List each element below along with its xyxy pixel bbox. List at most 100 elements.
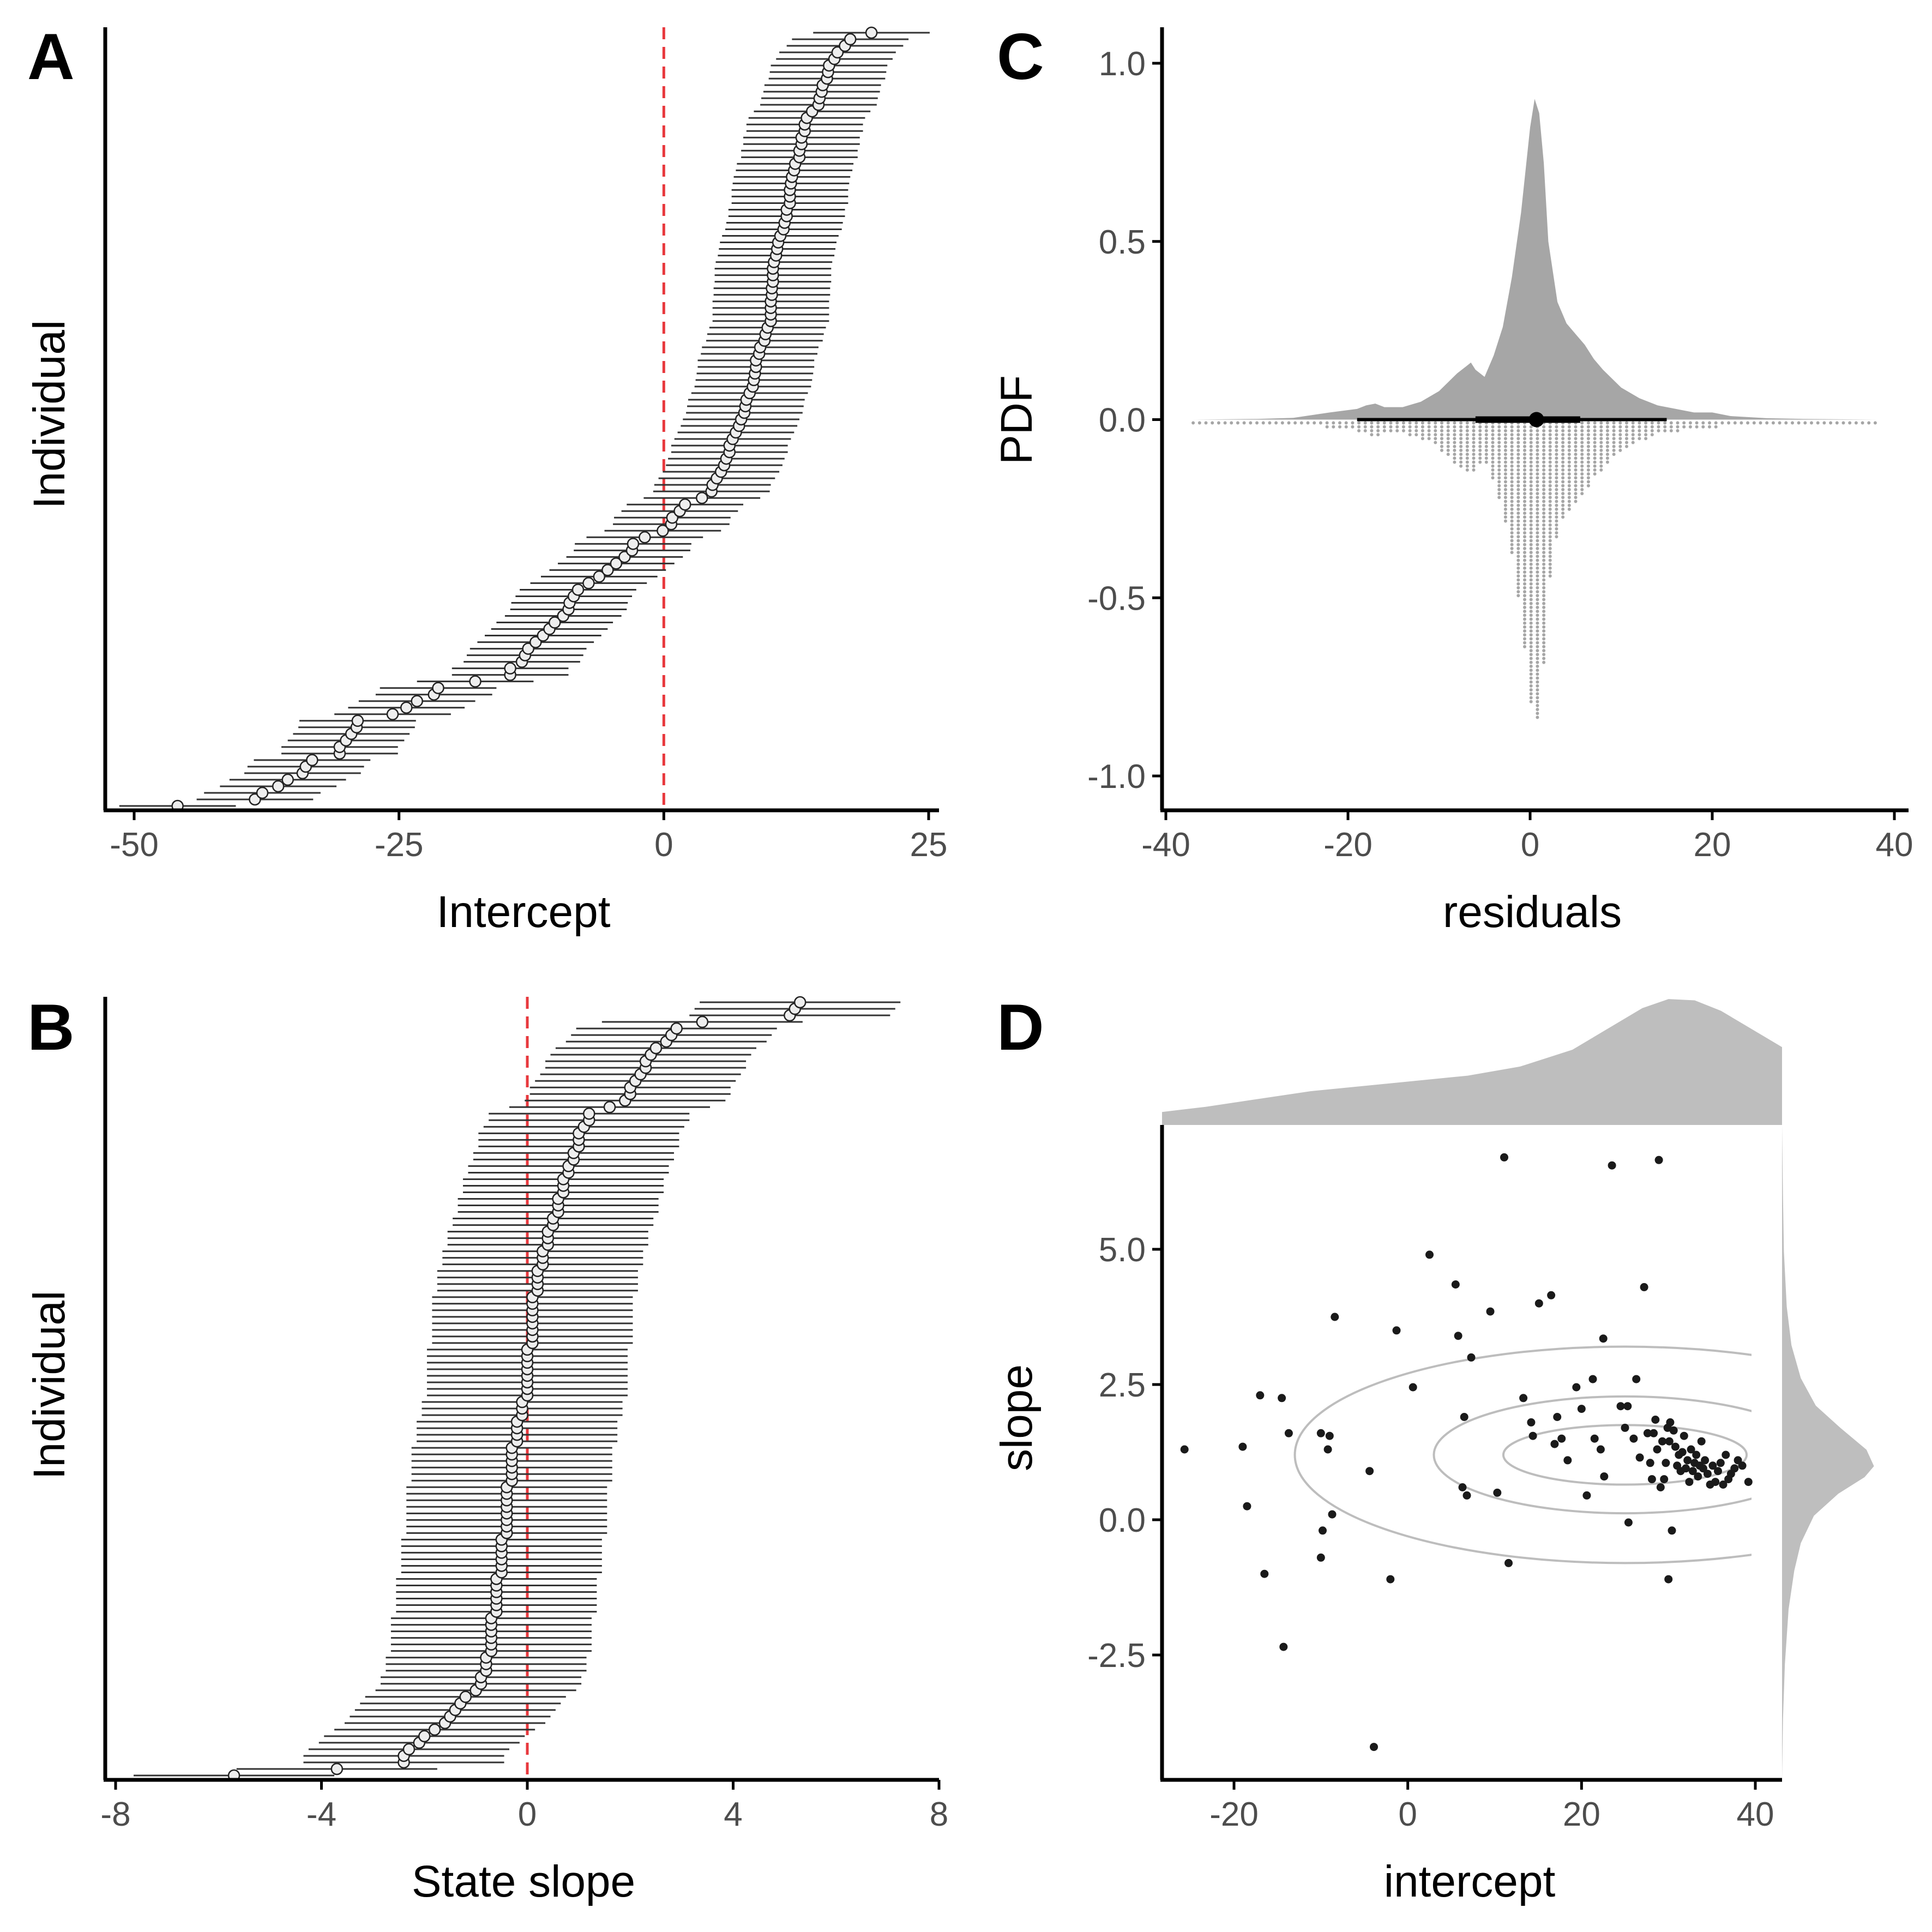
panel-c-residual-dot bbox=[1510, 511, 1514, 515]
panel-a-x-axis-title: Intercept bbox=[436, 887, 610, 937]
panel-c-residual-dot bbox=[1325, 425, 1329, 429]
panel-c-residual-dot bbox=[1567, 487, 1571, 491]
panel-c-residual-dot bbox=[1370, 429, 1374, 432]
panel-c-residual-dot bbox=[1516, 586, 1520, 589]
panel-c-residual-dot bbox=[1516, 515, 1520, 519]
panel-c-residual-dot bbox=[1484, 425, 1488, 429]
panel-c-residual-dot bbox=[1536, 700, 1539, 703]
panel-d-scatter-point bbox=[1730, 1464, 1739, 1473]
panel-c-residual-dot bbox=[1586, 421, 1590, 425]
panel-c-residual-dot bbox=[1599, 464, 1603, 468]
panel-d-scatter-point bbox=[1328, 1510, 1337, 1519]
panel-c-residual-dot bbox=[1453, 433, 1456, 437]
panel-c-residual-dot bbox=[1497, 425, 1501, 429]
panel-c-residual-dot bbox=[1434, 437, 1437, 441]
panel-c-residual-dot bbox=[1555, 433, 1558, 437]
panel-c-residual-dot bbox=[1657, 421, 1660, 425]
panel-c-residual-dot bbox=[1644, 429, 1648, 432]
panel-c-residual-dot bbox=[1446, 444, 1450, 448]
panel-c-residual-dot bbox=[1484, 448, 1488, 452]
panel-d-scatter-point bbox=[1500, 1153, 1508, 1161]
panel-d-y-axis-title: slope bbox=[992, 1364, 1042, 1471]
panel-c-residual-dot bbox=[1459, 456, 1463, 460]
panel-c-residual-dot bbox=[1523, 574, 1526, 578]
panel-c-residual-dot bbox=[1408, 429, 1412, 432]
panel-a-estimate-point bbox=[627, 538, 640, 550]
panel-c-residual-dot bbox=[1542, 456, 1546, 460]
panel-b-marks bbox=[134, 996, 901, 1782]
panel-a-estimate-point bbox=[678, 498, 691, 511]
panel-c-residual-dot bbox=[1516, 425, 1520, 429]
panel-c-residual-dot bbox=[1510, 499, 1514, 503]
panel-c-residual-dot bbox=[1523, 441, 1526, 444]
panel-c-residual-dot bbox=[1542, 617, 1546, 621]
panel-label-d: D bbox=[997, 991, 1044, 1064]
panel-c-residual-dot bbox=[1453, 448, 1456, 452]
panel-c-residual-dot bbox=[1497, 448, 1501, 452]
panel-d-scatter-point bbox=[1590, 1434, 1599, 1443]
panel-c-residual-dot bbox=[1561, 453, 1565, 456]
panel-d-x-tick-label: 40 bbox=[1737, 1796, 1774, 1833]
panel-d-scatter-point bbox=[1680, 1431, 1688, 1440]
panel-c-residual-dot bbox=[1688, 421, 1692, 425]
panel-c-residual-dot bbox=[1497, 429, 1501, 432]
panel-c-residual-dot bbox=[1542, 523, 1546, 527]
panel-d-scatter-point bbox=[1654, 1155, 1663, 1164]
panel-c-residual-dot bbox=[1529, 527, 1533, 531]
panel-c-residual-dot bbox=[1555, 429, 1558, 432]
panel-d-scatter-point bbox=[1572, 1383, 1581, 1392]
panel-c-residual-dot bbox=[1586, 453, 1590, 456]
panel-c-residual-dot bbox=[1478, 460, 1482, 464]
panel-c-residual-dot bbox=[1376, 429, 1380, 432]
panel-c-residual-dot bbox=[1567, 503, 1571, 507]
panel-a-estimate-point bbox=[601, 564, 614, 576]
panel-d-scatter-point bbox=[1623, 1402, 1632, 1411]
panel-c-residual-dot bbox=[1503, 476, 1507, 480]
panel-c-residual-dot bbox=[1536, 676, 1539, 680]
panel-c-residual-dot bbox=[1529, 499, 1533, 503]
panel-c-y-tick-label: -0.5 bbox=[1087, 580, 1146, 617]
panel-c-residual-dot bbox=[1523, 543, 1526, 546]
panel-b-x-tick-label: -4 bbox=[306, 1796, 336, 1833]
panel-c-residual-dot bbox=[1363, 429, 1367, 432]
panel-c-residual-dot bbox=[1415, 429, 1418, 432]
panel-c-residual-dot bbox=[1612, 453, 1616, 456]
panel-c-residual-dot bbox=[1555, 511, 1558, 515]
panel-c-residual-dot bbox=[1599, 468, 1603, 472]
panel-c-residual-dot bbox=[1491, 453, 1495, 456]
panel-c-residual-dot bbox=[1676, 425, 1680, 429]
panel-c-residual-dot bbox=[1605, 421, 1609, 425]
panel-d-scatter-point bbox=[1656, 1483, 1665, 1491]
panel-c-residual-dot bbox=[1829, 421, 1833, 425]
panel-c-residual-dot bbox=[1523, 527, 1526, 531]
panel-c-residual-dot bbox=[1529, 511, 1533, 515]
panel-c-residual-dot bbox=[1478, 441, 1482, 444]
panel-c-residual-dot bbox=[1567, 464, 1571, 468]
panel-c-residual-dot bbox=[1503, 441, 1507, 444]
panel-c-residual-dot bbox=[1873, 421, 1877, 425]
panel-c-residual-dot bbox=[1523, 613, 1526, 617]
panel-c-residual-dot bbox=[1459, 421, 1463, 425]
panel-c-residual-dot bbox=[1408, 425, 1412, 429]
panel-c-residual-dot bbox=[1663, 425, 1667, 429]
panel-c-residual-dot bbox=[1625, 425, 1628, 429]
panel-c-residual-dot bbox=[1529, 578, 1533, 582]
panel-c-residual-dot bbox=[1529, 551, 1533, 555]
panel-c-residual-dot bbox=[1503, 487, 1507, 491]
panel-c-residual-dot bbox=[1497, 456, 1501, 460]
panel-c-residual-dot bbox=[1644, 421, 1648, 425]
panel-c-residual-dot bbox=[1555, 472, 1558, 476]
panel-d-scatter-point bbox=[1278, 1394, 1286, 1403]
panel-a-estimate-point bbox=[256, 786, 269, 799]
panel-c-residual-dot bbox=[1599, 429, 1603, 432]
panel-d-scatter-point bbox=[1319, 1526, 1327, 1535]
panel-c-residual-dot bbox=[1434, 433, 1437, 437]
panel-c-residual-dot bbox=[1503, 433, 1507, 437]
panel-c-residual-dot bbox=[1586, 437, 1590, 441]
panel-c-residual-dot bbox=[1529, 476, 1533, 480]
panel-c-residual-dot bbox=[1363, 421, 1367, 425]
panel-c-residual-dot bbox=[1542, 476, 1546, 480]
panel-c-residual-dot bbox=[1503, 484, 1507, 487]
panel-c-residual-dot bbox=[1497, 441, 1501, 444]
panel-d-scatter-point bbox=[1635, 1453, 1644, 1462]
